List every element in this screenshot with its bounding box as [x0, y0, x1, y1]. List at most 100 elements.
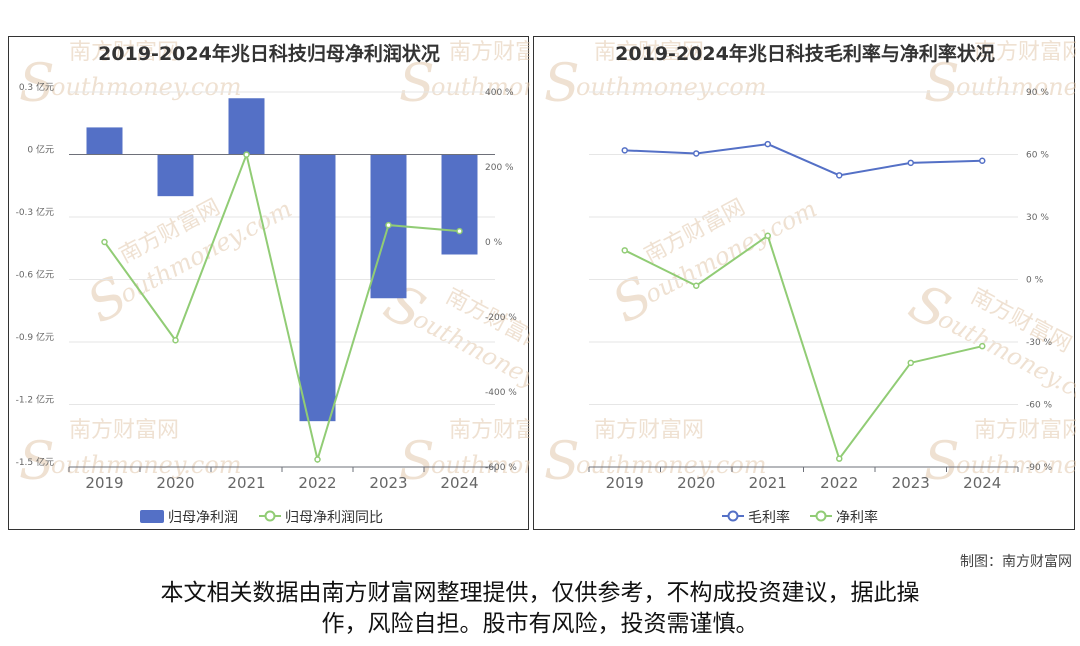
yoy-line — [103, 151, 460, 464]
y-right-tick-label: 200 % — [485, 163, 514, 173]
y-right-tick-label: -60 % — [1026, 401, 1053, 411]
net-margin-point-2020 — [693, 282, 700, 289]
net-margin-point-2021 — [764, 232, 771, 239]
yoy-point-2024 — [456, 227, 463, 235]
x-tick-label: 2022 — [820, 474, 858, 492]
x-tick-label: 2021 — [227, 474, 265, 492]
x-tick-label: 2024 — [963, 474, 1001, 492]
x-tick-label: 2023 — [892, 474, 930, 492]
legend-swatch-marker — [264, 510, 276, 522]
yoy-point-2023 — [385, 221, 392, 229]
y-right-tick-label: 30 % — [1026, 213, 1049, 223]
watermark-en-text: outhmoney.com — [956, 451, 1076, 479]
net-profit-chart: 南方财富网Southmoney.com南方财富网Southmoney.com南方… — [16, 40, 530, 526]
y-right-tick-label: 0 % — [1026, 276, 1044, 286]
net-margin-point-2024 — [979, 342, 986, 350]
chart-title: 2019-2024年兆日科技归母净利润状况 — [98, 42, 440, 65]
disclaimer-line-1: 本文相关数据由南方财富网整理提供，仅供参考，不构成投资建议，据此操 — [160, 580, 920, 606]
x-tick-label: 2019 — [85, 474, 123, 492]
gross-margin-line — [624, 143, 983, 177]
watermark-en-text: outhmoney.com — [431, 451, 530, 479]
x-tick-label: 2019 — [606, 474, 644, 492]
legend-label-net-profit: 归母净利润 — [168, 509, 238, 526]
legend-label-yoy: 归母净利润同比 — [285, 509, 383, 526]
gross-margin-point-2024 — [979, 157, 986, 164]
gross-margin-point-2023 — [907, 159, 914, 167]
watermark-s-text: S — [19, 432, 55, 492]
watermark-en-text: outhmoney.com — [51, 73, 242, 101]
watermark-cn-text: 南方财富网 — [594, 40, 704, 65]
yoy-point-2019 — [101, 238, 108, 246]
legend-marker-gross-margin — [727, 510, 739, 522]
disclaimer: 本文相关数据由南方财富网整理提供，仅供参考，不构成投资建议，据此操 作，风险自担… — [0, 578, 1080, 640]
watermark-s-text: S — [399, 432, 435, 492]
legend: 毛利率 净利率 — [722, 509, 878, 526]
net-profit-chart-panel: 南方财富网Southmoney.com南方财富网Southmoney.com南方… — [8, 36, 530, 530]
y-right-tick-label: -400 % — [485, 388, 517, 398]
legend-label-net-margin: 净利率 — [836, 509, 878, 526]
watermark-en-text: outhmoney.com — [576, 73, 767, 101]
legend-label-gross-margin: 毛利率 — [748, 509, 790, 526]
watermark-s-text: S — [19, 54, 55, 114]
net-margin-line — [624, 234, 983, 461]
watermark-en-text: outhmoney.com — [431, 73, 530, 101]
watermark-cn-text: 南方财富网 — [69, 40, 179, 65]
bar-2022 — [299, 154, 336, 422]
watermark-en-text: outhmoney.com — [51, 451, 242, 479]
bar-2019 — [86, 127, 123, 155]
gross-margin-point-2020 — [693, 150, 700, 157]
x-tick-label: 2023 — [369, 474, 407, 492]
x-tick-label: 2020 — [677, 474, 715, 492]
chart-credit: 制图：南方财富网 — [960, 554, 1072, 570]
watermark-cn-text: 南方财富网 — [974, 418, 1076, 443]
x-tick-label: 2020 — [156, 474, 194, 492]
watermark-s-text: S — [924, 54, 960, 114]
yoy-point-2020 — [172, 337, 179, 344]
watermark-cn-text: 南方财富网 — [594, 418, 704, 443]
watermark-group: 南方财富网Southmoney.com南方财富网Southmoney.com南方… — [19, 40, 530, 492]
watermark-en-text: outhmoney.com — [576, 451, 767, 479]
y-right-tick-label: -90 % — [1026, 463, 1053, 473]
watermark-cn-text: 南方财富网 — [449, 40, 530, 65]
watermark-s-text: S — [544, 432, 580, 492]
y-left-tick-label: 0 亿元 — [27, 144, 54, 156]
y-right-tick-label: 60 % — [1026, 151, 1049, 161]
y-right-tick-label: -200 % — [485, 313, 517, 323]
y-right-tick-label: -30 % — [1026, 338, 1053, 348]
legend-swatch-bar — [140, 510, 164, 523]
yoy-point-2021 — [243, 151, 250, 158]
y-right-tick-label: -600 % — [485, 463, 517, 473]
net-margin-point-2023 — [907, 359, 914, 367]
y-left-tick-label: -1.5 亿元 — [16, 456, 54, 468]
watermark-cn-text: 南方财富网 — [974, 40, 1076, 65]
legend-marker-net-margin — [815, 510, 827, 522]
y-left-tick-label: -0.9 亿元 — [16, 331, 54, 343]
watermark-cn-text: 南方财富网 — [69, 418, 179, 443]
y-left-tick-label: -0.6 亿元 — [16, 269, 54, 281]
yoy-point-2022 — [314, 456, 321, 463]
y-right-tick-label: 90 % — [1026, 88, 1049, 98]
y-right-tick-label: 0 % — [485, 238, 503, 248]
x-tick-label: 2022 — [298, 474, 336, 492]
y-left-tick-label: -1.2 亿元 — [16, 394, 54, 406]
watermark-cn-text: 南方财富网 — [449, 418, 530, 443]
gross-margin-point-2021 — [764, 140, 771, 148]
watermark-s-text: S — [924, 432, 960, 492]
watermark-s-text: S — [544, 54, 580, 114]
y-right-tick-label: 400 % — [485, 88, 514, 98]
gross-margin-point-2019 — [621, 147, 628, 154]
bar-2021 — [228, 98, 265, 155]
watermark-s-text: S — [399, 54, 435, 114]
net-margin-point-2022 — [836, 455, 843, 462]
bar-2020 — [157, 154, 194, 197]
